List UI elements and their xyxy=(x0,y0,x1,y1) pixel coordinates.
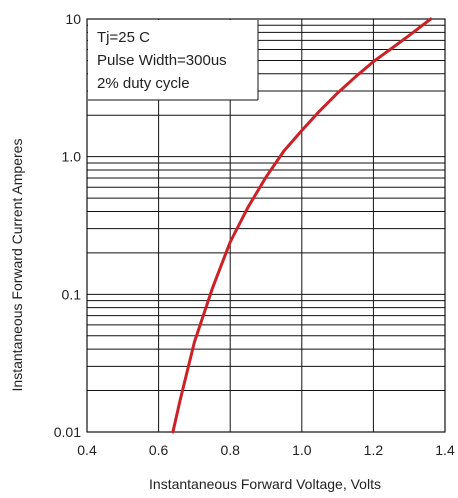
y-tick-label: 0.1 xyxy=(62,286,82,302)
x-tick-label: 0.4 xyxy=(77,442,97,458)
x-tick-label: 1.2 xyxy=(364,442,384,458)
annotation-line: Pulse Width=300us xyxy=(97,52,227,69)
series-line xyxy=(171,17,433,434)
x-axis-label: Instantaneous Forward Voltage, Volts xyxy=(149,476,381,492)
annotation-line: 2% duty cycle xyxy=(97,75,190,92)
plot-frame xyxy=(86,18,446,433)
y-tick-label: 0.01 xyxy=(54,424,81,440)
y-tick-label: 10 xyxy=(65,11,81,27)
tick-labels: 0.4 0.6 0.8 1.0 1.2 1.4 0.01 0.1 1.0 10 xyxy=(54,11,455,458)
series-layer xyxy=(171,17,433,434)
x-tick-label: 1.4 xyxy=(435,442,455,458)
annotation-background xyxy=(88,20,258,100)
annotation-line: Tj=25 C xyxy=(97,29,150,46)
y-tick-label: 1.0 xyxy=(62,149,82,165)
x-tick-label: 1.0 xyxy=(292,442,312,458)
x-tick-label: 0.8 xyxy=(220,442,240,458)
annotation-box: Tj=25 C Pulse Width=300us 2% duty cycle xyxy=(88,20,259,101)
x-tick-label: 0.6 xyxy=(149,442,169,458)
y-axis-label: Instantaneous Forward Current Amperes xyxy=(9,139,25,392)
grid xyxy=(86,18,446,433)
